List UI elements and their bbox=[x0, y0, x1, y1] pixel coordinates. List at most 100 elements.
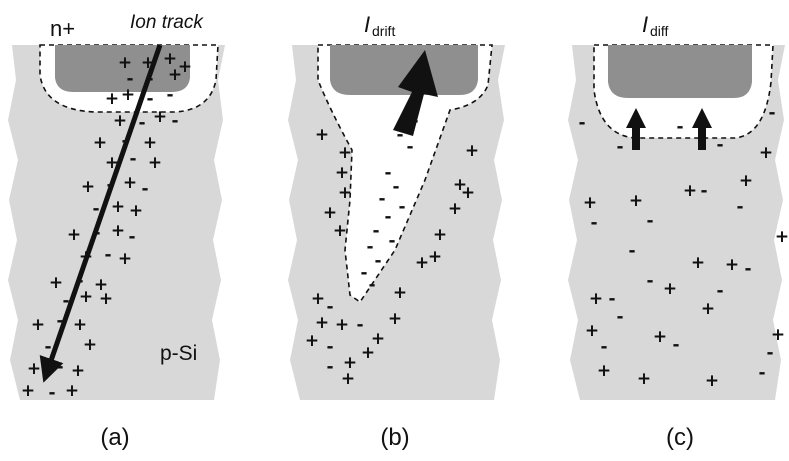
electron-charge-minus: - bbox=[646, 211, 653, 231]
hole-charge-plus: + bbox=[393, 283, 407, 303]
electron-charge-minus: - bbox=[372, 221, 379, 241]
electron-charge-minus: - bbox=[384, 163, 391, 183]
hole-charge-plus: + bbox=[629, 191, 643, 211]
drift-current-symbol: I bbox=[364, 12, 370, 37]
electron-charge-minus: - bbox=[128, 227, 135, 247]
hole-charge-plus: + bbox=[338, 143, 352, 163]
hole-charge-plus: + bbox=[583, 193, 597, 213]
electron-charge-minus: - bbox=[366, 237, 373, 257]
electron-charge-minus: - bbox=[578, 113, 585, 133]
electron-charge-minus: - bbox=[356, 315, 363, 335]
electron-charge-minus: - bbox=[62, 291, 69, 311]
diffusion-current-label: I diff bbox=[642, 12, 669, 39]
hole-charge-plus: + bbox=[585, 321, 599, 341]
drift-current-arrow bbox=[393, 50, 438, 136]
electron-charge-minus: - bbox=[171, 111, 178, 131]
hole-charge-plus: + bbox=[143, 133, 157, 153]
caption-a: (a) bbox=[100, 424, 129, 451]
electron-charge-minus: - bbox=[600, 337, 607, 357]
electron-charge-minus: - bbox=[396, 125, 403, 145]
electron-charge-minus: - bbox=[129, 149, 136, 169]
hole-charge-plus: + bbox=[123, 173, 137, 193]
hole-charge-plus: + bbox=[315, 313, 329, 333]
depletion-funnel-b bbox=[317, 44, 493, 304]
hole-charge-plus: + bbox=[433, 225, 447, 245]
n-plus-label: n+ bbox=[50, 16, 75, 41]
electron-charge-minus: - bbox=[138, 113, 145, 133]
electron-charge-minus: - bbox=[406, 137, 413, 157]
electron-charge-minus: - bbox=[360, 263, 367, 283]
caption-c: (c) bbox=[666, 424, 694, 451]
drift-current-label: I drift bbox=[364, 12, 395, 39]
hole-charge-plus: + bbox=[333, 221, 347, 241]
hole-charge-plus: + bbox=[315, 125, 329, 145]
hole-charge-plus: + bbox=[701, 299, 715, 319]
p-si-substrate-a bbox=[8, 45, 225, 400]
electron-charge-minus: - bbox=[56, 357, 63, 377]
hole-charge-plus: + bbox=[73, 315, 87, 335]
electron-charge-minus: - bbox=[744, 259, 751, 279]
hole-charge-plus: + bbox=[705, 371, 719, 391]
hole-charge-plus: + bbox=[27, 359, 41, 379]
hole-charge-plus: + bbox=[168, 65, 182, 85]
electron-charge-minus: - bbox=[672, 335, 679, 355]
hole-charge-plus: + bbox=[771, 325, 785, 345]
hole-charge-plus: + bbox=[93, 133, 107, 153]
hole-charge-plus: + bbox=[79, 287, 93, 307]
electron-charge-minus: - bbox=[646, 271, 653, 291]
charge-cloud-b: ++++++++++++++ -+ ++ --++++ ++------ --- -----… bbox=[305, 103, 479, 389]
hole-charge-plus: + bbox=[129, 201, 143, 221]
hole-charge-plus: + bbox=[31, 315, 45, 335]
hole-charge-plus: + bbox=[81, 177, 95, 197]
hole-charge-plus: + bbox=[589, 289, 603, 309]
electron-charge-minus: - bbox=[590, 213, 597, 233]
hole-charge-plus: + bbox=[465, 141, 479, 161]
electron-charge-minus: - bbox=[392, 177, 399, 197]
electron-charge-minus: - bbox=[766, 343, 773, 363]
ion-track-label: Ion track bbox=[130, 12, 204, 33]
hole-charge-plus: + bbox=[361, 343, 375, 363]
hole-charge-plus: + bbox=[113, 111, 127, 131]
n-plus-contact-b bbox=[330, 45, 478, 95]
electron-charge-minus: - bbox=[398, 197, 405, 217]
hole-charge-plus: + bbox=[65, 381, 79, 401]
electron-charge-minus: - bbox=[758, 363, 765, 383]
drift-current-subscript: drift bbox=[372, 23, 395, 39]
caption-b: (b) bbox=[380, 424, 409, 451]
hole-charge-plus: + bbox=[371, 329, 385, 349]
electron-charge-minus: - bbox=[628, 241, 635, 261]
electron-charge-minus: - bbox=[48, 383, 55, 403]
hole-charge-plus: + bbox=[338, 183, 352, 203]
electron-charge-minus: - bbox=[166, 85, 173, 105]
charge-cloud-c: ---- +-+-+-+ - +-+-++ + -+ -- -+-+- + - +-+ + + - bbox=[578, 103, 789, 391]
electron-charge-minus: - bbox=[368, 275, 375, 295]
hole-charge-plus: + bbox=[663, 279, 677, 299]
hole-charge-plus: + bbox=[105, 89, 119, 109]
hole-charge-plus: + bbox=[335, 163, 349, 183]
hole-charge-plus: + bbox=[448, 199, 462, 219]
electron-charge-minus: - bbox=[736, 197, 743, 217]
electron-charge-minus: - bbox=[384, 207, 391, 227]
n-plus-contact-c bbox=[608, 45, 752, 98]
hole-charge-plus: + bbox=[111, 221, 125, 241]
hole-charge-plus: + bbox=[178, 57, 192, 77]
electron-charge-minus: - bbox=[700, 181, 707, 201]
electron-charge-minus: - bbox=[388, 231, 395, 251]
hole-charge-plus: + bbox=[118, 249, 132, 269]
hole-charge-plus: + bbox=[461, 183, 475, 203]
hole-charge-plus: + bbox=[99, 289, 113, 309]
panel-c: ---- +-+-+-+ - +-+-++ + -+ -- -+-+- + - +-+ + + - I d… bbox=[568, 12, 789, 451]
electron-charge-minus: - bbox=[378, 189, 385, 209]
hole-charge-plus: + bbox=[775, 227, 789, 247]
hole-charge-plus: + bbox=[311, 289, 325, 309]
electron-charge-minus: - bbox=[716, 135, 723, 155]
electron-charge-minus: - bbox=[141, 179, 148, 199]
hole-charge-plus: + bbox=[453, 175, 467, 195]
hole-charge-plus: + bbox=[597, 361, 611, 381]
hole-charge-plus: + bbox=[21, 381, 35, 401]
hole-charge-plus: + bbox=[691, 253, 705, 273]
hole-charge-plus: + bbox=[415, 253, 429, 273]
hole-charge-plus: + bbox=[305, 331, 319, 351]
electron-charge-minus: - bbox=[374, 251, 381, 271]
